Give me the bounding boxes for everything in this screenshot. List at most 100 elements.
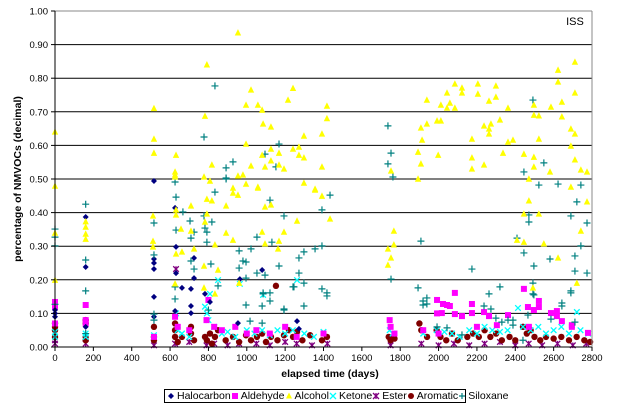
alcohol-point (520, 150, 528, 157)
siloxane-point (261, 271, 269, 279)
alcohol-point (229, 189, 237, 196)
siloxane-point (573, 198, 581, 206)
aromatic-point (258, 330, 266, 337)
ketone-point (573, 308, 581, 316)
alcohol-point (267, 123, 275, 130)
siloxane-point (387, 149, 395, 157)
ketone-point (473, 330, 481, 337)
alcohol-point (474, 80, 482, 87)
aldehyde-point (481, 309, 488, 316)
aldehyde-point (439, 300, 446, 307)
siloxane-point (172, 193, 180, 201)
legend-marker (285, 392, 292, 399)
siloxane-point (211, 82, 219, 90)
alcohol-point (583, 168, 591, 175)
legend-label: Aldehyde (240, 390, 285, 402)
chart-legend: Halocarbon Aldehyde Alcohol Ketone Ester Arom… (164, 389, 508, 403)
aromatic-point (565, 337, 573, 344)
siloxane-point (242, 258, 250, 266)
alcohol-point (242, 180, 250, 187)
alcohol-point (208, 197, 216, 204)
alcohol-point (468, 165, 476, 172)
halocarbon-point (295, 325, 302, 332)
series-alcohol (51, 29, 591, 297)
alcohol-point (234, 172, 242, 179)
alcohol-point (554, 66, 562, 73)
siloxane-point (567, 289, 575, 297)
legend-marker (407, 393, 414, 399)
alcohol-point (387, 167, 395, 174)
x-tick-label: 2600 (543, 353, 564, 364)
halocarbon-point (236, 276, 243, 283)
y-tick-label: 0.50 (30, 175, 49, 186)
aldehyde-point (473, 323, 480, 330)
alcohol-point (520, 238, 528, 245)
aromatic-point (512, 337, 519, 344)
aldehyde-point (486, 313, 493, 320)
aromatic-point (464, 333, 471, 341)
aldehyde-point (547, 310, 554, 317)
siloxane-point (554, 180, 562, 188)
siloxane-point (311, 245, 319, 253)
y-tick-labels: 0.00 0.10 0.20 0.30 0.40 0.50 0.60 0.70 0.80 0.90… (30, 7, 55, 354)
alcohol-point (235, 279, 243, 286)
halocarbon-point (82, 323, 89, 330)
x-tick-labels: 0 200 400 600 800 1000 1200 1400 1600 1800 2000 220… (52, 347, 603, 364)
alcohol-point (509, 136, 517, 143)
aromatic-point (222, 337, 229, 344)
halocarbon-point (234, 320, 241, 327)
siloxane-point (253, 269, 261, 277)
halocarbon-point (150, 255, 157, 262)
alcohol-point (171, 173, 179, 180)
y-tick-label: 0.40 (30, 208, 49, 219)
halocarbon-point (294, 318, 301, 325)
siloxane-point (417, 237, 425, 245)
alcohol-point (258, 228, 266, 235)
alcohol-point (258, 106, 266, 113)
siloxane-point (496, 283, 504, 291)
siloxane-point (583, 219, 591, 227)
siloxane-point (222, 174, 230, 182)
star-marker-icon (372, 392, 380, 400)
alcohol-point (82, 235, 89, 242)
alcohol-point (267, 157, 275, 164)
siloxane-point (211, 188, 219, 196)
siloxane-point (82, 330, 90, 338)
legend-marker (459, 393, 466, 399)
siloxane-point (280, 212, 288, 220)
aromatic-point (178, 333, 186, 341)
alcohol-point (293, 217, 301, 224)
alcohol-point (571, 130, 579, 137)
aldehyde-point (391, 330, 398, 337)
aldehyde-point (172, 313, 179, 320)
alcohol-point (504, 104, 512, 111)
alcohol-point (387, 254, 395, 261)
siloxane-point (577, 181, 585, 189)
siloxane-point (150, 219, 158, 227)
ketone-point (232, 333, 239, 341)
y-tick-label: 0.10 (30, 309, 49, 320)
aromatic-point (487, 333, 494, 341)
aromatic-point (550, 335, 557, 342)
alcohol-point (547, 103, 555, 110)
siloxane-point (498, 318, 506, 326)
ester-point (324, 340, 331, 347)
legend-marker (329, 392, 337, 400)
halocarbon-point (82, 264, 89, 271)
halocarbon-point (150, 260, 157, 266)
alcohol-point (384, 261, 392, 268)
aromatic-point (581, 337, 588, 344)
legend-marker (372, 392, 380, 400)
alcohol-point (529, 284, 537, 291)
alcohol-point (275, 149, 283, 156)
alcohol-point (300, 132, 308, 139)
siloxane-point (389, 173, 397, 181)
alcohol-point (267, 145, 275, 152)
alcohol-point (468, 135, 476, 142)
siloxane-point (239, 257, 247, 265)
siloxane-point (485, 290, 493, 298)
x-tick-label: 2200 (466, 353, 487, 364)
halocarbon-point (191, 275, 198, 282)
alcohol-point (318, 163, 326, 170)
siloxane-point (520, 249, 528, 257)
